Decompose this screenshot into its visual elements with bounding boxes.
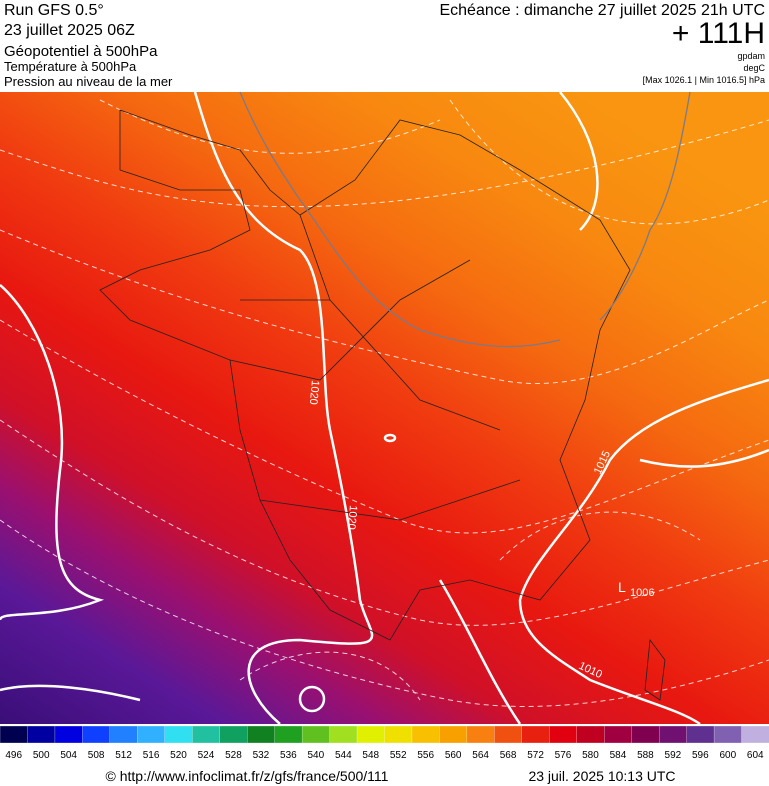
- isobar-label: 1020: [307, 380, 321, 405]
- colorbar-swatch: [713, 725, 743, 744]
- colorbar-label: 604: [747, 750, 764, 761]
- colorbar-label: 584: [610, 750, 627, 761]
- colorbar-swatch: [631, 725, 660, 744]
- colorbar-label: 596: [692, 750, 709, 761]
- colorbar-swatch: [741, 725, 769, 744]
- colorbar-label: 568: [500, 750, 517, 761]
- map: 1020 1020 1015 1010 L 1006: [0, 91, 769, 726]
- colorbar-label: 548: [362, 750, 379, 761]
- colorbar-swatch: [192, 725, 221, 744]
- unit-gpdam: gpdam: [737, 51, 765, 61]
- colorbar-swatch: [164, 725, 193, 744]
- unit-degc: degC: [743, 63, 765, 73]
- colorbar-swatch: [439, 725, 468, 744]
- colorbar-label: 504: [60, 750, 77, 761]
- coastlines-borders: [99, 109, 666, 701]
- colorbar: 496 500 504 508 512 516 520 524 528 532 536 540 544 5…: [0, 725, 769, 761]
- colorbar-label: 572: [527, 750, 544, 761]
- colorbar-label: 532: [253, 750, 270, 761]
- colorbar-label: 544: [335, 750, 352, 761]
- colorbar-swatch: [82, 725, 111, 744]
- pressure-range: [Max 1026.1 | Min 1016.5] hPa: [643, 75, 765, 85]
- colorbar-label: 552: [390, 750, 407, 761]
- colorbar-swatch: [521, 725, 550, 744]
- colorbar-swatch: [247, 725, 276, 744]
- colorbar-label: 496: [5, 750, 22, 761]
- isobars: [0, 91, 769, 726]
- colorbar-swatch: [658, 725, 688, 744]
- temperature-field: [0, 92, 769, 724]
- colorbar-label: 556: [417, 750, 434, 761]
- low-symbol: L: [618, 579, 626, 595]
- colorbar-label: 508: [88, 750, 105, 761]
- colorbar-swatch: [356, 725, 386, 744]
- colorbar-swatch: [384, 725, 413, 744]
- colorbar-swatch: [219, 725, 248, 744]
- rivers-relief: [239, 91, 691, 348]
- colorbar-label: 592: [665, 750, 682, 761]
- colorbar-swatch: [466, 725, 496, 744]
- colorbar-label: 520: [170, 750, 187, 761]
- colorbar-swatch: [301, 725, 331, 744]
- colorbar-swatch: [137, 725, 166, 744]
- colorbar-label: 600: [719, 750, 736, 761]
- valid-time: Echéance : dimanche 27 juillet 2025 21h …: [439, 2, 765, 19]
- generated-time: 23 juil. 2025 10:13 UTC: [528, 768, 675, 784]
- colorbar-label: 580: [582, 750, 599, 761]
- colorbar-swatch: [604, 725, 633, 744]
- colorbar-swatch: [329, 725, 358, 744]
- colorbar-label: 524: [198, 750, 215, 761]
- lead-time: + 111H: [672, 17, 765, 50]
- colorbar-swatch: [109, 725, 138, 744]
- colorbar-label: 512: [115, 750, 132, 761]
- run-title: Run GFS 0.5°: [4, 2, 104, 19]
- colorbar-swatch: [576, 725, 605, 744]
- colorbar-label: 536: [280, 750, 297, 761]
- colorbar-label: 564: [472, 750, 489, 761]
- colorbar-swatch: [494, 725, 523, 744]
- colorbar-label: 540: [307, 750, 324, 761]
- low-value: 1006: [630, 587, 654, 599]
- field-1: Géopotentiel à 500hPa: [4, 43, 158, 60]
- colorbar-label: 500: [33, 750, 50, 761]
- colorbar-swatch: [27, 725, 56, 744]
- field-3: Pression au niveau de la mer: [4, 74, 173, 89]
- colorbar-swatch: [274, 725, 303, 744]
- colorbar-swatch: [0, 725, 29, 744]
- colorbar-label: 588: [637, 750, 654, 761]
- run-date: 23 juillet 2025 06Z: [4, 22, 135, 39]
- field-2: Température à 500hPa: [4, 59, 137, 74]
- colorbar-swatch: [411, 725, 441, 744]
- geopotential-contours: [0, 99, 769, 707]
- source-url: © http://www.infoclimat.fr/z/gfs/france/…: [106, 768, 389, 784]
- colorbar-swatch: [549, 725, 578, 744]
- colorbar-swatch: [54, 725, 84, 744]
- colorbar-label: 528: [225, 750, 242, 761]
- colorbar-swatch: [686, 725, 715, 744]
- colorbar-label: 576: [555, 750, 572, 761]
- isobar-label: 1020: [345, 505, 359, 530]
- colorbar-label: 560: [445, 750, 462, 761]
- colorbar-label: 516: [143, 750, 160, 761]
